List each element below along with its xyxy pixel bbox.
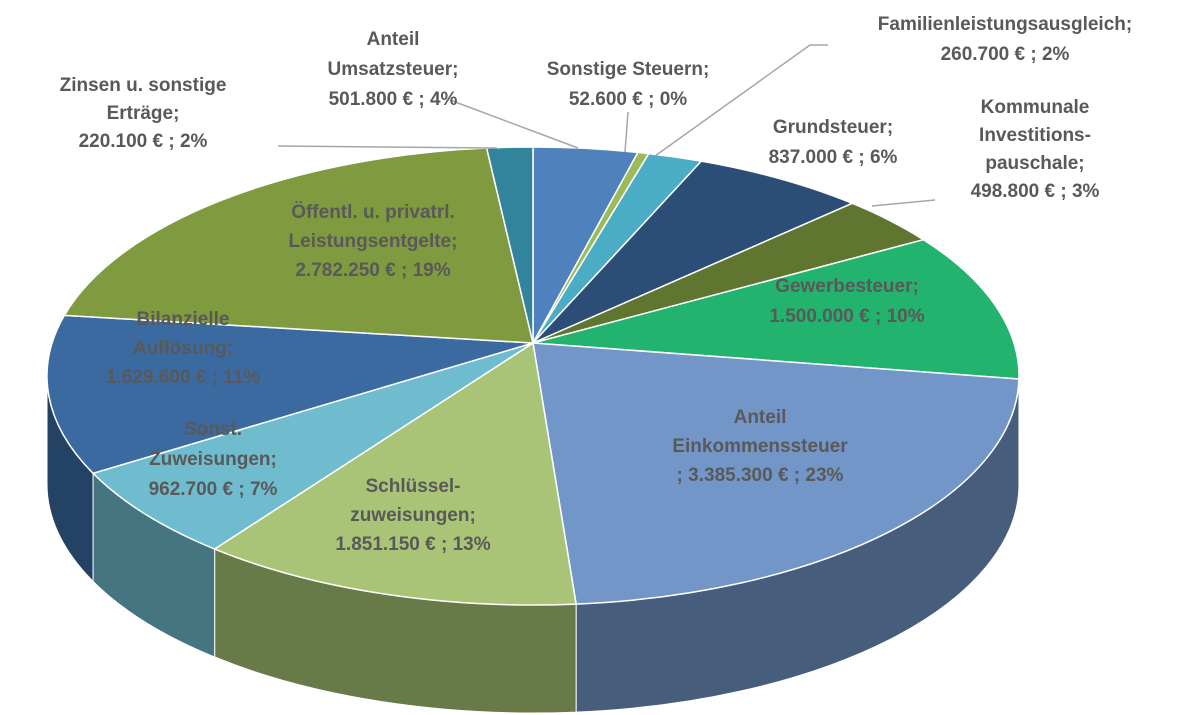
label-line: zuweisungen; <box>350 505 476 526</box>
slice <box>532 342 1020 605</box>
value-label: 220.100 € ; 2% <box>79 131 208 152</box>
label-line: Anteil <box>367 29 420 50</box>
slice <box>63 147 534 344</box>
leader-line <box>654 44 828 157</box>
label-line: Grundsteuer; <box>773 117 893 138</box>
slice <box>91 342 534 550</box>
label-line: Auflösung; <box>133 338 233 359</box>
slice-label: Familienleistungsausgleich; <box>878 14 1132 35</box>
label-line: Zinsen u. sonstige <box>60 75 227 96</box>
label-line: Sonst. <box>184 419 242 440</box>
value-label: 837.000 € ; 6% <box>769 147 898 168</box>
label-line: Einkommenssteuer <box>672 436 848 457</box>
slice-label: Gewerbesteuer; <box>775 276 919 297</box>
value-label: 501.800 € ; 4% <box>329 89 458 110</box>
label-line: Familienleistungsausgleich; <box>878 14 1132 35</box>
slice-label: Öffentl. u. privatrl. Leistungsentgelte; <box>289 202 458 252</box>
leader-line <box>624 111 629 153</box>
slice-label: Zinsen u. sonstige Erträge; <box>60 75 227 124</box>
leader-line <box>449 99 579 149</box>
value-label: 260.700 € ; 2% <box>941 44 1070 65</box>
value-label: 52.600 € ; 0% <box>569 89 687 110</box>
label-line: Sonstige Steuern; <box>547 59 710 80</box>
slice-label: Kommunale Investitions-pauschale; <box>979 97 1091 174</box>
label-line: Öffentl. u. privatrl. <box>291 202 455 223</box>
label-line: Kommunale <box>981 97 1090 118</box>
label-line: pauschale; <box>985 153 1084 174</box>
value-label: 962.700 € ; 7% <box>149 479 278 500</box>
slice-label: Grundsteuer; <box>773 117 893 138</box>
label-line: Investitions- <box>979 125 1091 146</box>
slice-label: Anteil Umsatzsteuer; <box>328 29 459 80</box>
label-line: Leistungsentgelte; <box>289 231 458 252</box>
label-line: Bilanzielle <box>137 309 230 330</box>
value-label: 1.851.150 € ; 13% <box>335 534 490 555</box>
slice-label: Bilanzielle Auflösung; <box>133 309 233 359</box>
leader-line <box>871 199 936 207</box>
label-line: Schlüssel- <box>365 476 460 497</box>
value-label: 2.782.250 € ; 19% <box>295 260 450 281</box>
slice <box>532 238 1020 380</box>
value-label: 498.800 € ; 3% <box>971 181 1100 202</box>
leader-line <box>277 145 498 149</box>
label-line: Gewerbesteuer; <box>775 276 919 297</box>
value-label: 1.500.000 € ; 10% <box>769 306 924 327</box>
label-line: Erträge; <box>107 103 180 124</box>
label-line: Umsatzsteuer; <box>328 59 459 80</box>
label-line: Anteil <box>734 407 787 428</box>
slice-label: Schlüssel-zuweisungen; <box>350 476 476 526</box>
slice-label: Sonstige Steuern; <box>547 59 710 80</box>
value-label: 1.629.600 € ; 11% <box>106 367 260 388</box>
slice-label: Anteil Einkommenssteuer <box>672 407 848 457</box>
slice <box>532 160 855 344</box>
slice <box>213 341 578 606</box>
value-label: ; 3.385.300 € ; 23% <box>677 465 844 486</box>
label-line: Zuweisungen; <box>149 449 277 470</box>
slice <box>46 314 534 475</box>
slice-label: Sonst. Zuweisungen; <box>149 419 277 470</box>
